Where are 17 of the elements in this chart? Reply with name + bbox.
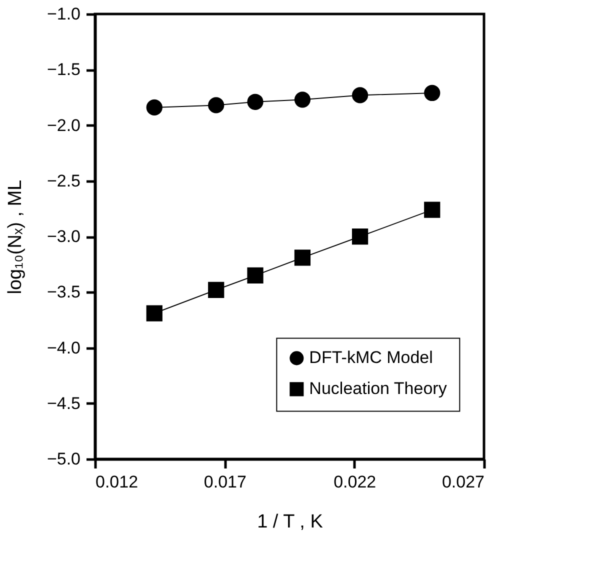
y-tick-label: −3.5 [46,282,80,302]
y-tick-label: −4.5 [46,394,80,413]
y-tick-label: −4.0 [46,338,80,358]
x-axis-title: 1 / T , K [257,512,324,532]
y-tick-label: −5.0 [46,450,80,468]
x-tick-label: 0.027 [442,472,484,492]
legend-label: Nucleation Theory [309,379,448,398]
x-tick-label: 0.017 [204,472,246,492]
y-tick-label: −1.5 [46,60,80,80]
y-tick-label: −2.5 [46,171,80,190]
y-axis-title: log₁₀(Nₓ) , ML [4,180,26,294]
x-tick-label: 0.022 [334,472,376,492]
x-tick-label: 0.012 [96,472,138,492]
legend-label: DFT-kMC Model [309,348,433,368]
y-tick-label: −2.0 [46,116,80,135]
y-tick-label: −3.0 [46,227,80,246]
y-tick-label: −1.0 [46,4,80,24]
